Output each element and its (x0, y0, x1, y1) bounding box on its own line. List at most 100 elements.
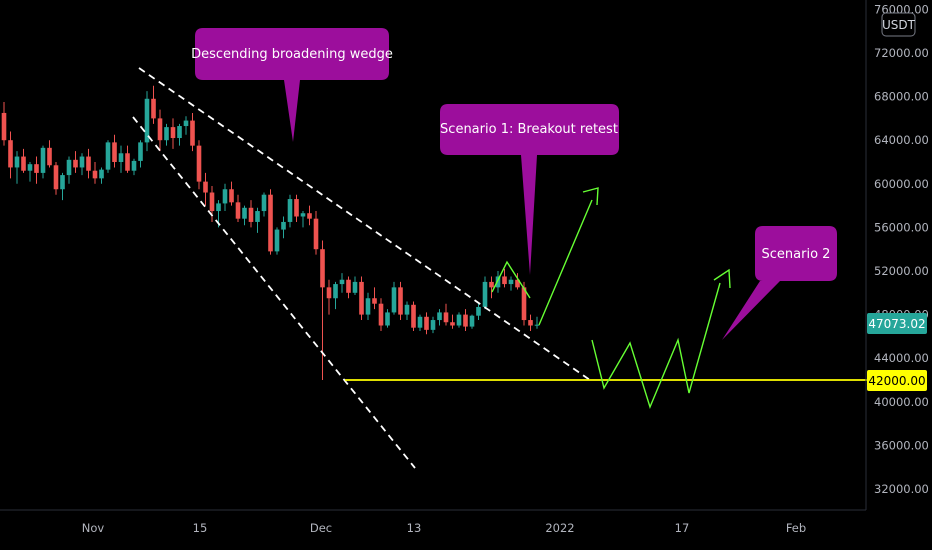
candle-body (339, 279, 345, 285)
candle[interactable] (300, 211, 306, 228)
candle[interactable] (469, 314, 475, 329)
candle[interactable] (34, 156, 39, 184)
time-axis[interactable]: Nov 15 Dec 13 2022 17 Feb (82, 521, 806, 535)
candle[interactable] (235, 194, 241, 222)
candle[interactable] (105, 140, 111, 173)
candle[interactable] (177, 123, 182, 146)
candle[interactable] (131, 158, 137, 176)
scenario1-breakout-path[interactable] (538, 199, 593, 326)
candle[interactable] (508, 276, 514, 291)
candle[interactable] (261, 192, 267, 217)
candle[interactable] (157, 109, 163, 152)
candle[interactable] (385, 309, 390, 328)
candle[interactable] (144, 91, 150, 152)
candle[interactable] (307, 205, 312, 226)
candle[interactable] (456, 312, 462, 328)
candle[interactable] (372, 287, 377, 310)
candle[interactable] (274, 227, 280, 255)
candle[interactable] (495, 271, 501, 293)
candle[interactable] (40, 145, 46, 179)
candle[interactable] (294, 194, 299, 222)
candle[interactable] (242, 205, 247, 226)
candle[interactable] (112, 134, 117, 168)
candle[interactable] (209, 185, 215, 222)
candle[interactable] (313, 211, 319, 255)
candle[interactable] (476, 303, 481, 321)
candle[interactable] (73, 151, 78, 173)
candle[interactable] (183, 116, 189, 135)
candle[interactable] (391, 281, 397, 315)
candle[interactable] (196, 140, 202, 190)
candle[interactable] (203, 172, 208, 206)
wedge-lower-line[interactable] (132, 116, 416, 469)
price-tick-label: 52000.00 (874, 264, 929, 278)
candle[interactable] (60, 172, 65, 201)
callout-scenario2-text: Scenario 2 (762, 247, 831, 262)
candle[interactable] (138, 140, 143, 168)
candle[interactable] (287, 194, 293, 228)
scenario1-projection[interactable] (491, 260, 531, 299)
candle[interactable] (66, 156, 72, 184)
candle[interactable] (489, 276, 494, 299)
candle[interactable] (411, 301, 416, 331)
candle-body (365, 298, 371, 315)
candle-body (203, 181, 208, 193)
candle[interactable] (534, 316, 540, 329)
candle[interactable] (151, 85, 156, 124)
candle[interactable] (164, 123, 169, 146)
candle[interactable] (417, 314, 423, 331)
candle-body (255, 211, 260, 222)
candle[interactable] (99, 167, 104, 184)
candle[interactable] (14, 151, 20, 184)
price-axis[interactable]: 32000.0036000.0040000.0044000.0048000.00… (874, 2, 929, 496)
candle[interactable] (482, 276, 488, 310)
candle[interactable] (125, 145, 130, 173)
candle[interactable] (255, 207, 260, 233)
candle[interactable] (333, 281, 338, 310)
candle[interactable] (281, 216, 286, 239)
candle[interactable] (27, 162, 33, 182)
candle[interactable] (430, 316, 436, 334)
candle[interactable] (339, 273, 345, 293)
candle[interactable] (92, 162, 98, 184)
time-tick-label: 15 (193, 521, 208, 535)
candle[interactable] (528, 314, 533, 331)
candle[interactable] (222, 183, 228, 212)
candle[interactable] (86, 148, 91, 179)
candle[interactable] (79, 153, 85, 176)
candle[interactable] (404, 301, 410, 321)
candle[interactable] (53, 162, 59, 195)
candle[interactable] (1, 102, 7, 146)
candle[interactable] (47, 140, 52, 168)
candle[interactable] (229, 181, 234, 206)
candle-body (528, 320, 533, 326)
currency-badge[interactable]: USDT (881, 12, 916, 37)
candle[interactable] (320, 240, 325, 380)
candle[interactable] (8, 131, 13, 179)
candle[interactable] (21, 148, 26, 173)
candle[interactable] (248, 200, 254, 228)
candle[interactable] (437, 309, 442, 326)
candle[interactable] (463, 309, 468, 331)
candle[interactable] (118, 145, 124, 173)
scenario2-projection[interactable] (591, 282, 721, 410)
candle[interactable] (170, 118, 176, 149)
candle[interactable] (515, 273, 520, 290)
candle-body (196, 145, 202, 182)
candle[interactable] (326, 279, 332, 315)
candle[interactable] (190, 112, 195, 152)
candle[interactable] (346, 276, 351, 299)
candle[interactable] (502, 268, 507, 288)
candle[interactable] (398, 281, 403, 321)
wedge-upper-line[interactable] (138, 67, 591, 381)
candle[interactable] (424, 312, 429, 335)
candle[interactable] (450, 314, 455, 329)
candle[interactable] (268, 189, 273, 255)
candle[interactable] (359, 276, 364, 321)
candle[interactable] (378, 298, 384, 331)
candle[interactable] (443, 303, 449, 326)
candle[interactable] (365, 292, 371, 321)
candle[interactable] (352, 276, 358, 295)
candle-body (157, 118, 163, 141)
